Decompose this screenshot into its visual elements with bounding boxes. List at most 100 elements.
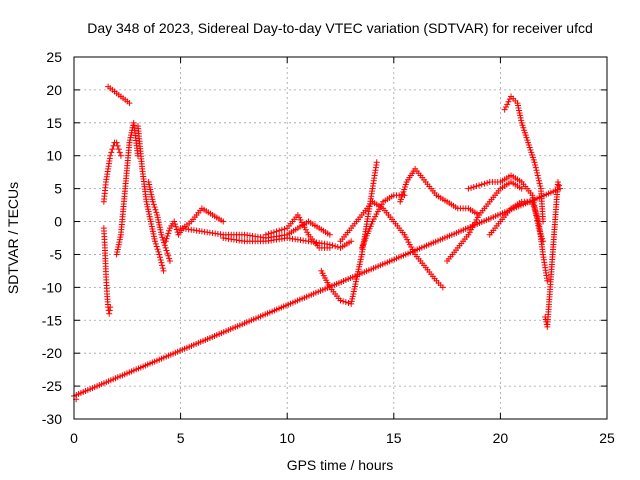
- data-point: [533, 167, 540, 174]
- data-point: [342, 299, 349, 306]
- data-point: [537, 183, 544, 190]
- data-point: [281, 225, 288, 232]
- data-point: [278, 226, 285, 233]
- x-tick-label: 25: [599, 430, 615, 446]
- data-point: [159, 265, 166, 272]
- data-point: [109, 146, 116, 153]
- data-point: [154, 246, 161, 253]
- data-point: [150, 201, 157, 208]
- data-point: [535, 175, 542, 182]
- data-point: [151, 204, 158, 211]
- data-point: [348, 238, 355, 245]
- data-point: [107, 304, 114, 311]
- chart-title: Day 348 of 2023, Sidereal Day-to-day VTE…: [87, 20, 593, 36]
- data-point: [326, 231, 333, 238]
- data-point: [326, 244, 333, 251]
- data-point: [126, 100, 133, 107]
- axis-ticks: [73, 56, 608, 420]
- y-tick-label: -25: [42, 378, 62, 394]
- x-axis-label: GPS time / hours: [287, 457, 394, 473]
- y-tick-label: 25: [46, 49, 62, 65]
- y-tick-label: 10: [46, 148, 62, 164]
- data-point: [160, 267, 167, 274]
- data-point: [484, 179, 491, 186]
- data-point: [337, 297, 344, 304]
- data-point: [172, 221, 179, 228]
- y-tick-labels: 25 20 15 10 5 0 -5 -10 -15 -20 -25 -30: [42, 49, 62, 427]
- data-point: [160, 236, 167, 243]
- data-point: [152, 206, 159, 213]
- data-point: [439, 284, 446, 291]
- data-point: [476, 182, 483, 189]
- data-point: [268, 230, 275, 237]
- data-point: [158, 231, 165, 238]
- data-point: [531, 159, 538, 166]
- data-point: [470, 183, 477, 190]
- data-point: [220, 218, 227, 225]
- data-point: [172, 223, 179, 230]
- data-point: [163, 235, 170, 242]
- data-point: [173, 226, 180, 233]
- y-tick-label: -10: [42, 279, 62, 295]
- data-point: [534, 172, 541, 179]
- data-point: [149, 198, 156, 205]
- data-point: [468, 184, 475, 191]
- plot-frame: [73, 56, 608, 420]
- data-points: [71, 83, 564, 403]
- y-tick-label: 15: [46, 115, 62, 131]
- data-point: [465, 185, 472, 192]
- data-point: [106, 307, 113, 314]
- data-point: [155, 248, 162, 255]
- y-tick-label: 5: [54, 181, 62, 197]
- data-point: [152, 240, 159, 247]
- x-tick-label: 20: [493, 430, 509, 446]
- data-point: [340, 298, 347, 305]
- data-point: [554, 179, 561, 186]
- x-tick-label: 5: [177, 430, 185, 446]
- data-point: [345, 299, 352, 306]
- y-tick-label: 20: [46, 82, 62, 98]
- data-point: [113, 139, 120, 146]
- data-point: [473, 183, 480, 190]
- data-point: [556, 182, 563, 189]
- data-point: [164, 250, 171, 257]
- data-point: [504, 101, 511, 108]
- y-tick-label: 0: [54, 214, 62, 230]
- data-point: [164, 233, 171, 240]
- data-point: [478, 181, 485, 188]
- data-point: [159, 234, 166, 241]
- x-tick-labels: 0 5 10 15 20 25: [70, 430, 615, 446]
- data-point: [162, 244, 169, 251]
- data-point: [153, 209, 160, 216]
- data-point: [535, 177, 542, 184]
- data-point: [532, 164, 539, 171]
- data-point: [108, 149, 115, 156]
- data-point: [166, 258, 173, 265]
- data-point: [532, 161, 539, 168]
- y-tick-label: -20: [42, 345, 62, 361]
- data-point: [534, 169, 541, 176]
- x-tick-label: 0: [70, 430, 78, 446]
- data-point: [273, 228, 280, 235]
- data-point: [159, 262, 166, 269]
- data-point: [481, 180, 488, 187]
- data-point: [518, 185, 525, 192]
- data-point: [165, 230, 172, 237]
- grid-lines: [74, 57, 607, 419]
- data-point: [536, 180, 543, 187]
- data-point: [152, 238, 159, 245]
- data-point: [162, 238, 169, 245]
- data-point: [156, 251, 163, 258]
- data-point: [117, 152, 124, 159]
- data-point: [505, 98, 512, 105]
- data-point: [166, 227, 173, 234]
- data-point: [161, 242, 168, 249]
- data-point: [116, 149, 123, 156]
- data-point: [262, 231, 269, 238]
- data-point: [373, 159, 380, 166]
- data-point: [115, 146, 122, 153]
- data-point: [166, 255, 173, 262]
- data-point: [501, 106, 508, 113]
- y-tick-label: -5: [50, 246, 63, 262]
